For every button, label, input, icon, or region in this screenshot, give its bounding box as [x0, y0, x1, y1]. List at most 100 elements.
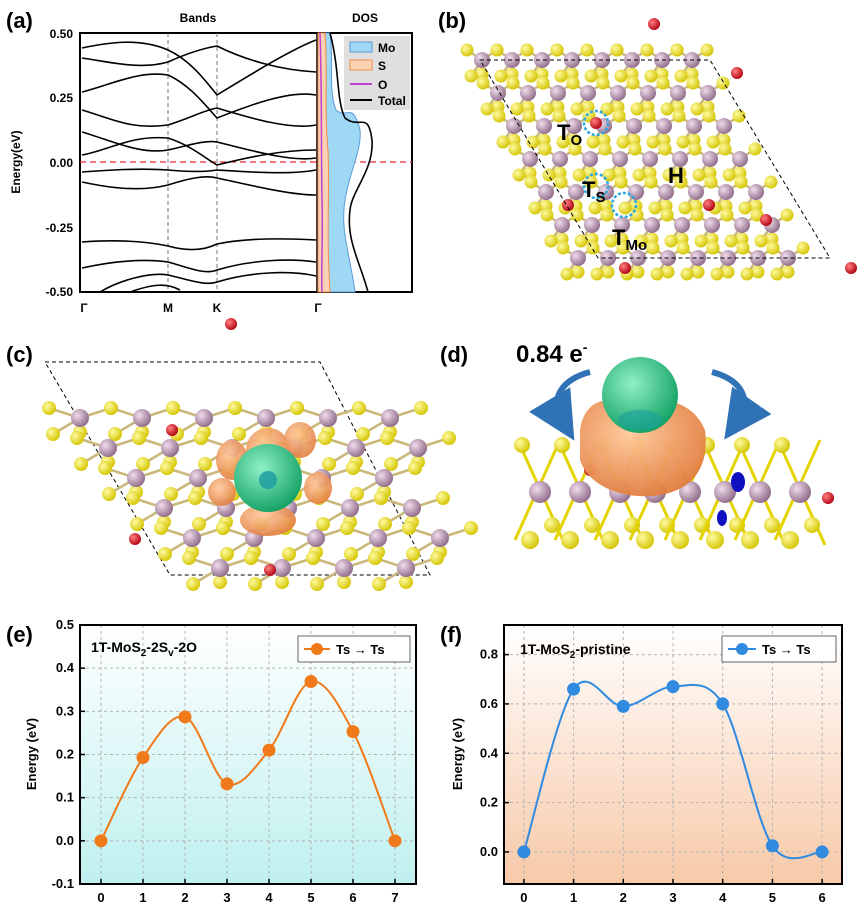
s-atom — [598, 142, 612, 156]
s-atom — [604, 234, 618, 248]
mo-atom — [656, 118, 672, 134]
s-atom — [520, 43, 534, 57]
chart-f-title: 1T-MoS2-pristine — [520, 641, 631, 661]
o-atom — [166, 424, 178, 436]
s-atom — [384, 457, 398, 471]
x-tick-label: 5 — [307, 890, 314, 905]
s-atom — [774, 437, 790, 453]
data-point — [765, 839, 779, 853]
band-structure — [81, 39, 317, 293]
s-atom — [70, 431, 84, 445]
s-atom — [464, 69, 478, 83]
mo-atom — [522, 151, 538, 167]
s-atom — [568, 142, 582, 156]
s-atom — [102, 487, 116, 501]
y-tick-label: 0.5 — [56, 617, 74, 632]
band — [81, 73, 317, 119]
chart-f-legend-marker — [736, 643, 748, 655]
y-tick-label: 0.4 — [56, 660, 75, 675]
mo-atom — [640, 85, 656, 101]
s-atom — [600, 102, 614, 116]
s-atom — [352, 401, 366, 415]
s-atom — [442, 431, 456, 445]
center-atom — [259, 471, 277, 489]
s-atom — [514, 437, 530, 453]
s-atom — [186, 577, 200, 591]
band — [129, 284, 181, 293]
x-tick-label: 4 — [719, 890, 727, 905]
s-atom — [42, 401, 56, 415]
s-atom — [738, 201, 752, 215]
kpoint-gamma: Γ — [80, 301, 88, 315]
s-atom — [716, 76, 730, 90]
data-point — [388, 834, 402, 848]
s-atom — [614, 69, 628, 83]
dos-curves — [317, 32, 373, 293]
panel-d: (d) 0.84 e- — [440, 339, 834, 549]
s-atom — [642, 109, 656, 123]
site-marker-tmo — [610, 191, 638, 219]
s-atom — [766, 241, 780, 255]
s-atom — [751, 265, 765, 279]
s-atom — [748, 142, 762, 156]
band — [81, 107, 317, 127]
s-atom — [634, 234, 648, 248]
s-atom — [601, 265, 615, 279]
s-atom — [194, 431, 208, 445]
data-point — [94, 834, 108, 848]
s-atom — [702, 109, 716, 123]
s-atom — [646, 135, 660, 149]
s-atom — [340, 521, 354, 535]
s-atom — [566, 76, 580, 90]
s-atom — [232, 427, 246, 441]
s-atom — [136, 457, 150, 471]
ytick: 0.50 — [50, 27, 74, 41]
s-atom — [526, 135, 540, 149]
data-point — [666, 680, 680, 694]
s-atom — [612, 109, 626, 123]
s-atom — [616, 135, 630, 149]
chart-e-legend-label: Ts → Ts — [336, 642, 385, 657]
chart-f-points — [517, 680, 829, 859]
s-atom — [556, 241, 570, 255]
mo-atom — [550, 85, 566, 101]
s-atom — [644, 69, 658, 83]
mo-atom — [582, 151, 598, 167]
s-atom — [572, 168, 586, 182]
s-atom — [750, 208, 764, 222]
ytick: -0.25 — [46, 221, 74, 235]
dos-title: DOS — [352, 11, 378, 25]
s-atom — [374, 491, 388, 505]
s-atom — [521, 531, 539, 549]
panel-e: (e) 0 1 2 3 4 5 6 7 -0.1 0.0 0.1 0.2 0.3 0.4 0.5 1T-Mo… — [6, 617, 417, 905]
depletion-lobe — [304, 472, 332, 504]
x-tick-label: 3 — [223, 890, 230, 905]
s-atom — [380, 431, 394, 445]
chart-e-frame — [79, 624, 417, 885]
chart-e-ticks: 0 1 2 3 4 5 6 7 -0.1 0.0 0.1 0.2 0.3 0.4 0.5 — [52, 617, 399, 905]
s-atom — [344, 547, 358, 561]
s-atom — [188, 491, 202, 505]
s-atom — [132, 431, 146, 445]
o-atom — [129, 533, 141, 545]
s-atom — [554, 69, 568, 83]
label-t-mo: TMo — [612, 225, 647, 254]
mo-atom — [670, 85, 686, 101]
s-atom — [275, 575, 289, 589]
accumulation-blue — [717, 510, 727, 526]
s-atom — [626, 76, 640, 90]
x-tick-label: 3 — [669, 890, 676, 905]
s-atom — [544, 234, 558, 248]
s-atom — [570, 208, 584, 222]
s-atom — [660, 208, 674, 222]
s-atom — [664, 234, 678, 248]
unit-cell-c — [44, 361, 431, 576]
s-atom — [322, 457, 336, 471]
s-atom — [216, 521, 230, 535]
panel-f: (f) 0 1 2 3 4 5 6 0.0 0.2 0.4 0.6 0.8 1T-MoS2-prist… — [440, 622, 843, 905]
mo-atom — [614, 217, 630, 233]
depletion-region — [580, 400, 706, 497]
mo-atom — [700, 85, 716, 101]
legend-mo: Mo — [378, 41, 395, 55]
